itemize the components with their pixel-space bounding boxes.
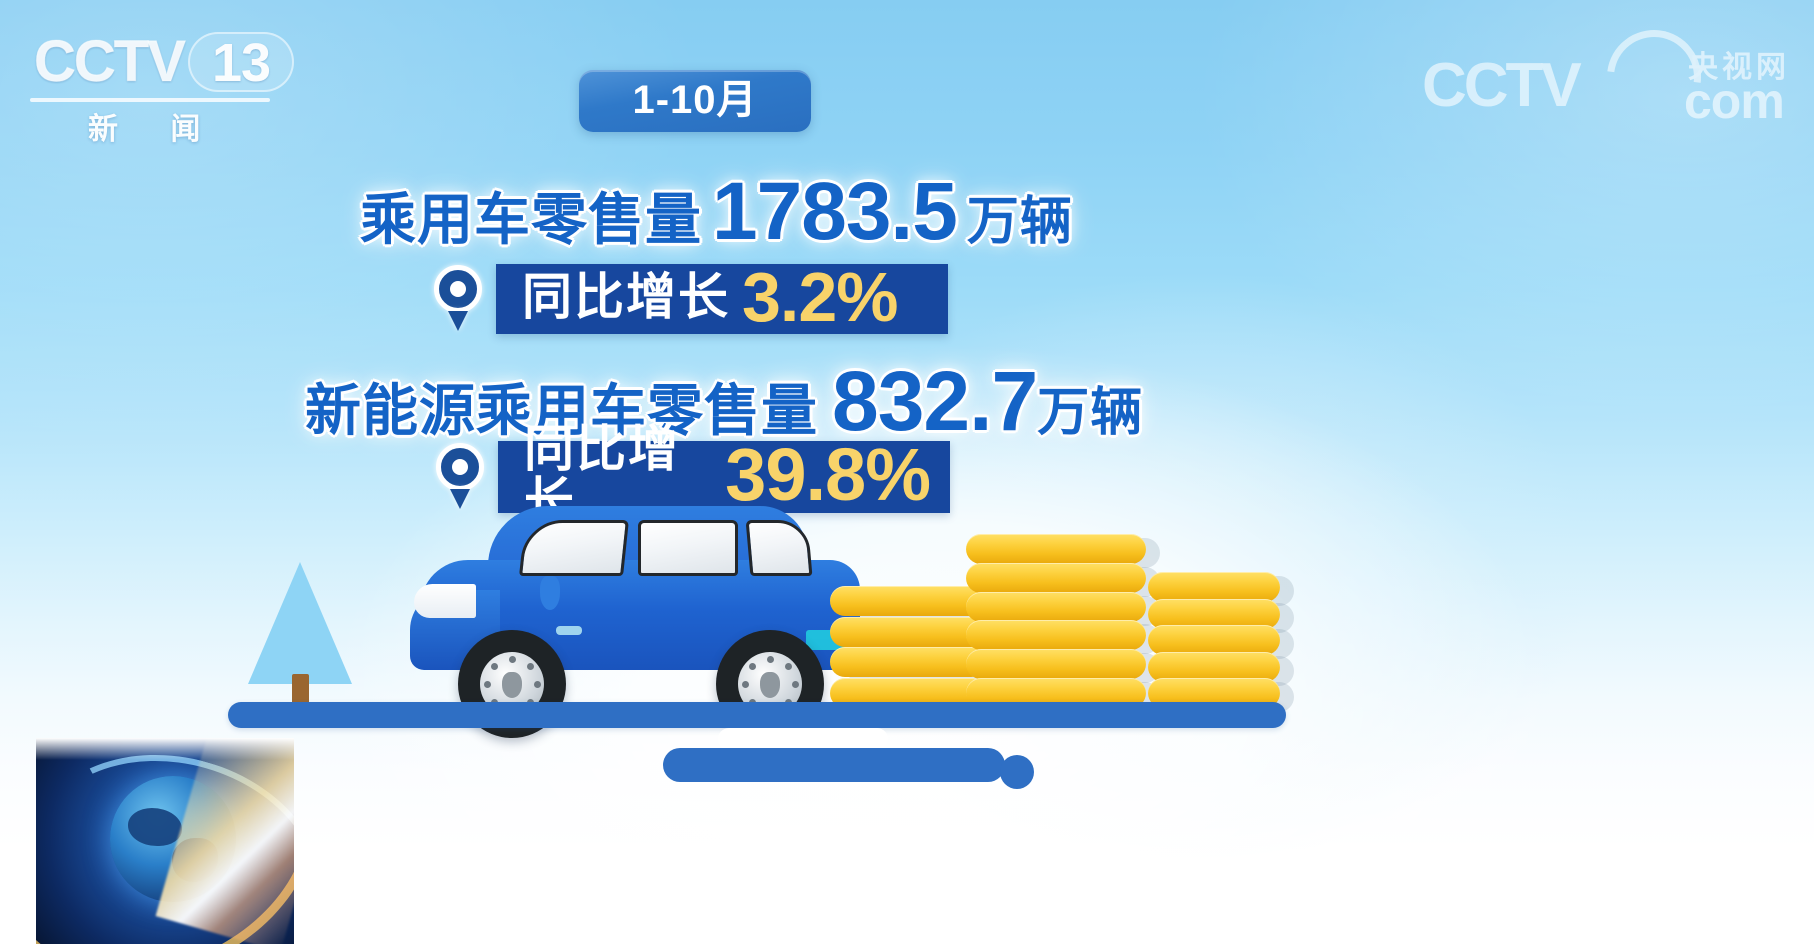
wheel-lug	[526, 663, 534, 671]
coin	[830, 616, 986, 647]
wheel-lug	[767, 656, 774, 663]
cctv13-subtitle: 新 闻	[88, 113, 223, 146]
coin-stack-right	[1148, 572, 1294, 712]
cctvcom-logo: CCTV 央视网 com	[1422, 11, 1792, 143]
cctv13-logo: CCTV 13 新 闻	[30, 26, 300, 146]
coin-stack-left	[830, 586, 1000, 712]
coin	[966, 534, 1146, 564]
car-illustration	[410, 498, 880, 738]
coin	[1148, 651, 1280, 682]
car-headlight	[414, 584, 476, 618]
stat-unit: 万辆	[966, 193, 1073, 251]
channel-number: 13	[212, 33, 271, 93]
growth-bar: 同比增长 3.2%	[496, 258, 948, 336]
wheel-lug	[792, 681, 799, 688]
period-badge-label: 1-10月	[632, 78, 758, 122]
wheel-lug	[491, 663, 499, 671]
stat-label: 乘用车零售量	[360, 188, 702, 251]
coin	[1148, 598, 1280, 629]
pin-tail	[448, 311, 468, 331]
tree-canopy	[248, 562, 352, 684]
coin	[966, 649, 1146, 680]
logo-underline	[30, 98, 270, 102]
wheel-lug	[784, 663, 792, 671]
news-intro-thumbnail	[36, 738, 294, 944]
channel-number-pill	[188, 32, 294, 92]
pin-dot	[450, 281, 466, 297]
coin	[966, 591, 1146, 622]
cctv-wordmark: CCTV	[34, 29, 187, 95]
cctvcom-chinese-name: 央视网	[1688, 51, 1790, 84]
balance-fulcrum-dot	[1000, 755, 1034, 789]
stat-unit: 万辆	[1037, 384, 1144, 442]
stat-line-nev: 新能源乘用车零售量 832.7 万辆	[305, 353, 1143, 450]
stat-value: 832.7	[832, 354, 1038, 448]
stat-value: 1783.5	[712, 166, 958, 257]
coin-stack-middle	[966, 534, 1160, 712]
wheel-lug	[509, 656, 516, 663]
location-pin-icon	[430, 263, 486, 335]
growth-label: 同比增长	[522, 268, 730, 325]
coin	[966, 620, 1146, 651]
tree-trunk	[292, 674, 309, 710]
coin	[1148, 625, 1280, 655]
location-pin-icon	[432, 441, 488, 513]
wheel-lug	[749, 663, 757, 671]
wheel-lug	[534, 681, 541, 688]
car-window-middle	[638, 520, 738, 576]
growth-row-nev: 同比增长 39.8%	[432, 422, 950, 527]
car-window-rear	[745, 520, 813, 576]
growth-row-passenger-car: 同比增长 3.2%	[430, 258, 948, 336]
thumbnail-top-fade	[36, 738, 294, 760]
car-door-handle	[556, 626, 582, 635]
coin	[830, 586, 986, 616]
pin-dot	[452, 459, 468, 475]
growth-value: 3.2%	[742, 258, 899, 336]
period-badge: 1-10月	[579, 70, 811, 132]
stat-line-passenger-car: 乘用车零售量 1783.5 万辆	[360, 165, 1073, 259]
balance-plank	[228, 702, 1286, 728]
wheel-lug	[484, 681, 491, 688]
car-side-mirror	[540, 576, 560, 610]
wheel-lug	[742, 681, 749, 688]
stat-label: 新能源乘用车零售量	[305, 379, 818, 442]
coin	[1148, 572, 1280, 602]
coin	[830, 647, 986, 678]
growth-bar: 同比增长 39.8%	[498, 422, 950, 527]
plank-gap	[718, 728, 888, 750]
balance-fulcrum	[663, 748, 1005, 782]
growth-value: 39.8%	[725, 433, 931, 516]
cctvcom-wordmark: CCTV	[1422, 51, 1582, 120]
cctvcom-domain: com	[1684, 73, 1785, 129]
pin-tail	[450, 489, 470, 509]
cctv13-logo-row: CCTV 13	[30, 26, 300, 102]
coin	[966, 562, 1146, 593]
tree-icon	[248, 562, 358, 710]
